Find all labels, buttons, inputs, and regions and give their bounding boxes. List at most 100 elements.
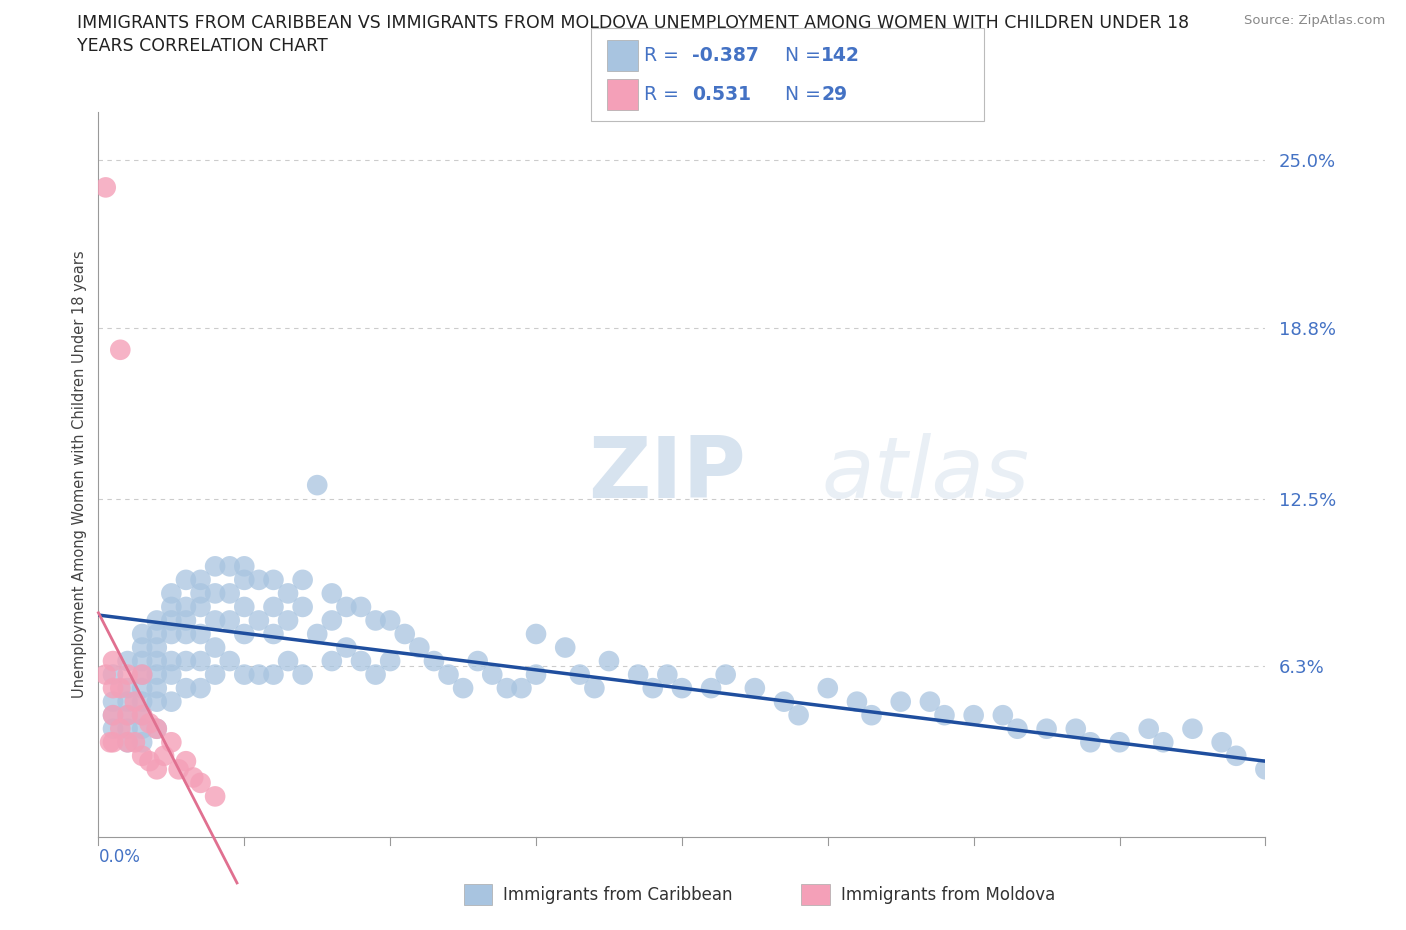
Point bbox=[962, 708, 984, 723]
Point bbox=[131, 722, 153, 737]
Point bbox=[110, 342, 132, 357]
Point bbox=[1137, 722, 1160, 737]
Point bbox=[934, 708, 956, 723]
Point bbox=[277, 586, 299, 601]
Point bbox=[321, 654, 343, 669]
Point bbox=[146, 722, 169, 737]
Point bbox=[117, 654, 139, 669]
Point bbox=[262, 573, 284, 588]
Point bbox=[174, 654, 197, 669]
Point bbox=[190, 654, 212, 669]
Point bbox=[233, 667, 256, 682]
Point bbox=[218, 559, 240, 574]
Point bbox=[190, 627, 212, 642]
Point bbox=[247, 573, 270, 588]
Point bbox=[817, 681, 839, 696]
Point bbox=[262, 600, 284, 615]
Point bbox=[247, 667, 270, 682]
Point bbox=[918, 694, 941, 709]
Point bbox=[110, 681, 132, 696]
Text: R =: R = bbox=[644, 46, 685, 65]
Point bbox=[131, 627, 153, 642]
Point bbox=[101, 654, 124, 669]
Point bbox=[160, 600, 183, 615]
Point bbox=[1152, 735, 1174, 750]
Point bbox=[204, 667, 226, 682]
Point bbox=[321, 586, 343, 601]
Point bbox=[481, 667, 503, 682]
Point bbox=[160, 694, 183, 709]
Point bbox=[380, 654, 402, 669]
Point bbox=[307, 627, 329, 642]
Point bbox=[773, 694, 796, 709]
Text: -0.387: -0.387 bbox=[692, 46, 759, 65]
Text: 142: 142 bbox=[821, 46, 860, 65]
Point bbox=[117, 722, 139, 737]
Point bbox=[350, 654, 373, 669]
Point bbox=[160, 627, 183, 642]
Point bbox=[181, 770, 204, 785]
Point bbox=[160, 654, 183, 669]
Point bbox=[291, 600, 314, 615]
Point bbox=[277, 654, 299, 669]
Point bbox=[101, 708, 124, 723]
Point bbox=[277, 613, 299, 628]
Text: YEARS CORRELATION CHART: YEARS CORRELATION CHART bbox=[77, 37, 328, 55]
Point bbox=[117, 708, 139, 723]
Point bbox=[190, 600, 212, 615]
Point bbox=[146, 640, 169, 655]
Point bbox=[204, 613, 226, 628]
Point bbox=[167, 762, 190, 777]
Point bbox=[380, 613, 402, 628]
Point bbox=[117, 694, 139, 709]
Point bbox=[94, 667, 117, 682]
Point bbox=[174, 613, 197, 628]
Point bbox=[1211, 735, 1233, 750]
Point bbox=[1108, 735, 1130, 750]
Point bbox=[146, 722, 169, 737]
Point bbox=[247, 613, 270, 628]
Point bbox=[335, 600, 357, 615]
Point bbox=[451, 681, 474, 696]
Point bbox=[714, 667, 737, 682]
Point bbox=[364, 613, 387, 628]
Point bbox=[131, 694, 153, 709]
Text: R =: R = bbox=[644, 85, 690, 104]
Point bbox=[131, 667, 153, 682]
Point bbox=[101, 694, 124, 709]
Point bbox=[1064, 722, 1087, 737]
Point bbox=[394, 627, 416, 642]
Point bbox=[554, 640, 576, 655]
Point bbox=[700, 681, 723, 696]
Text: Source: ZipAtlas.com: Source: ZipAtlas.com bbox=[1244, 14, 1385, 27]
Point bbox=[153, 749, 176, 764]
Point bbox=[131, 749, 153, 764]
Point bbox=[496, 681, 519, 696]
Point bbox=[467, 654, 489, 669]
Point bbox=[101, 722, 124, 737]
Point bbox=[174, 627, 197, 642]
Point bbox=[335, 640, 357, 655]
Point bbox=[131, 708, 153, 723]
Point bbox=[291, 573, 314, 588]
Point bbox=[146, 627, 169, 642]
Point bbox=[131, 640, 153, 655]
Point bbox=[117, 667, 139, 682]
Point bbox=[146, 667, 169, 682]
Point bbox=[991, 708, 1014, 723]
Point bbox=[641, 681, 664, 696]
Point bbox=[131, 708, 153, 723]
Point bbox=[131, 667, 153, 682]
Point bbox=[1181, 722, 1204, 737]
Point bbox=[101, 735, 124, 750]
Text: Immigrants from Moldova: Immigrants from Moldova bbox=[841, 885, 1054, 904]
Point bbox=[233, 627, 256, 642]
Point bbox=[101, 681, 124, 696]
Point bbox=[568, 667, 591, 682]
Text: N =: N = bbox=[785, 46, 827, 65]
Point bbox=[174, 600, 197, 615]
Point bbox=[1225, 749, 1247, 764]
Point bbox=[860, 708, 883, 723]
Point bbox=[131, 654, 153, 669]
Point bbox=[890, 694, 912, 709]
